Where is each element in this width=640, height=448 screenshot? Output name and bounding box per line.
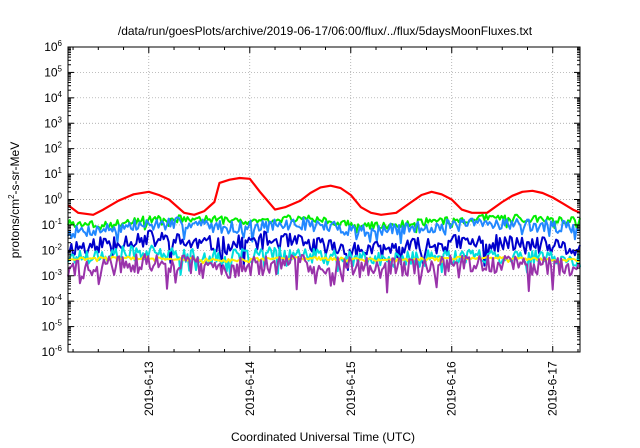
y-tick-label: 10-2 xyxy=(42,242,63,257)
y-tick-exponent: 3 xyxy=(58,115,63,124)
y-tick-label: 106 xyxy=(44,39,62,54)
y-tick-exponent: 5 xyxy=(58,64,63,73)
y-tick-base: 10 xyxy=(44,40,58,54)
y-tick-base: 10 xyxy=(42,243,56,257)
y-tick-base: 10 xyxy=(44,167,58,181)
series-line-6 xyxy=(67,253,581,294)
y-tick-base: 10 xyxy=(44,193,58,207)
y-tick-exponent: 2 xyxy=(58,141,63,150)
series-group xyxy=(67,176,581,294)
y-tick-base: 10 xyxy=(42,345,56,359)
y-tick-base: 10 xyxy=(42,218,56,232)
y-tick-label: 10-5 xyxy=(42,319,63,334)
y-tick-label: 101 xyxy=(44,166,62,181)
y-tick-label: 10-4 xyxy=(42,293,63,308)
x-tick-label: 2019-6-13 xyxy=(142,361,156,416)
series-line-1 xyxy=(67,213,581,234)
y-tick-exponent: -1 xyxy=(55,217,63,226)
y-tick-label: 105 xyxy=(44,64,62,79)
y-tick-base: 10 xyxy=(44,91,58,105)
y-tick-exponent: 1 xyxy=(58,166,63,175)
y-tick-exponent: -2 xyxy=(55,242,63,251)
y-tick-label: 10-1 xyxy=(42,217,63,232)
y-tick-base: 10 xyxy=(42,269,56,283)
y-tick-label: 10-6 xyxy=(42,344,63,359)
y-tick-label: 103 xyxy=(44,115,62,130)
y-axis-label: protons/cm2-s-sr-MeV xyxy=(7,142,22,258)
y-tick-base: 10 xyxy=(42,320,56,334)
y-ticks: 10-610-510-410-310-210-11001011021031041… xyxy=(42,39,580,359)
y-axis-label-pre: protons/cm xyxy=(8,199,22,258)
y-tick-exponent: 4 xyxy=(58,90,63,99)
y-tick-base: 10 xyxy=(42,294,56,308)
y-tick-label: 104 xyxy=(44,90,62,105)
y-tick-base: 10 xyxy=(44,116,58,130)
series-line-4 xyxy=(67,244,581,277)
chart-title: /data/run/goesPlots/archive/2019-06-17/0… xyxy=(118,24,533,38)
y-tick-exponent: -5 xyxy=(55,319,63,328)
x-ticks: 2019-6-13 2019-6-14 2019-6-15 2019-6-16 2019… xyxy=(72,47,579,416)
y-tick-label: 100 xyxy=(44,192,62,207)
x-axis-label: Coordinated Universal Time (UTC) xyxy=(231,430,415,444)
x-tick-label: 2019-6-17 xyxy=(546,361,560,416)
y-axis-label-post: -s-sr-MeV xyxy=(8,142,22,195)
y-axis-label-sup: 2 xyxy=(7,194,16,199)
y-tick-exponent: -4 xyxy=(55,293,63,302)
y-tick-label: 102 xyxy=(44,141,62,156)
series-line-2 xyxy=(67,216,581,245)
series-line-0 xyxy=(67,176,581,216)
y-tick-exponent: -3 xyxy=(55,268,63,277)
y-tick-exponent: 6 xyxy=(58,39,63,48)
grid xyxy=(68,47,580,352)
y-tick-exponent: 0 xyxy=(58,192,63,201)
y-tick-exponent: -6 xyxy=(55,344,63,353)
series-line-5 xyxy=(67,255,581,265)
x-tick-label: 2019-6-15 xyxy=(344,361,358,416)
x-tick-label: 2019-6-14 xyxy=(243,361,257,416)
y-tick-base: 10 xyxy=(44,65,58,79)
y-tick-base: 10 xyxy=(44,142,58,156)
y-tick-label: 10-3 xyxy=(42,268,63,283)
x-tick-label: 2019-6-16 xyxy=(445,361,459,416)
